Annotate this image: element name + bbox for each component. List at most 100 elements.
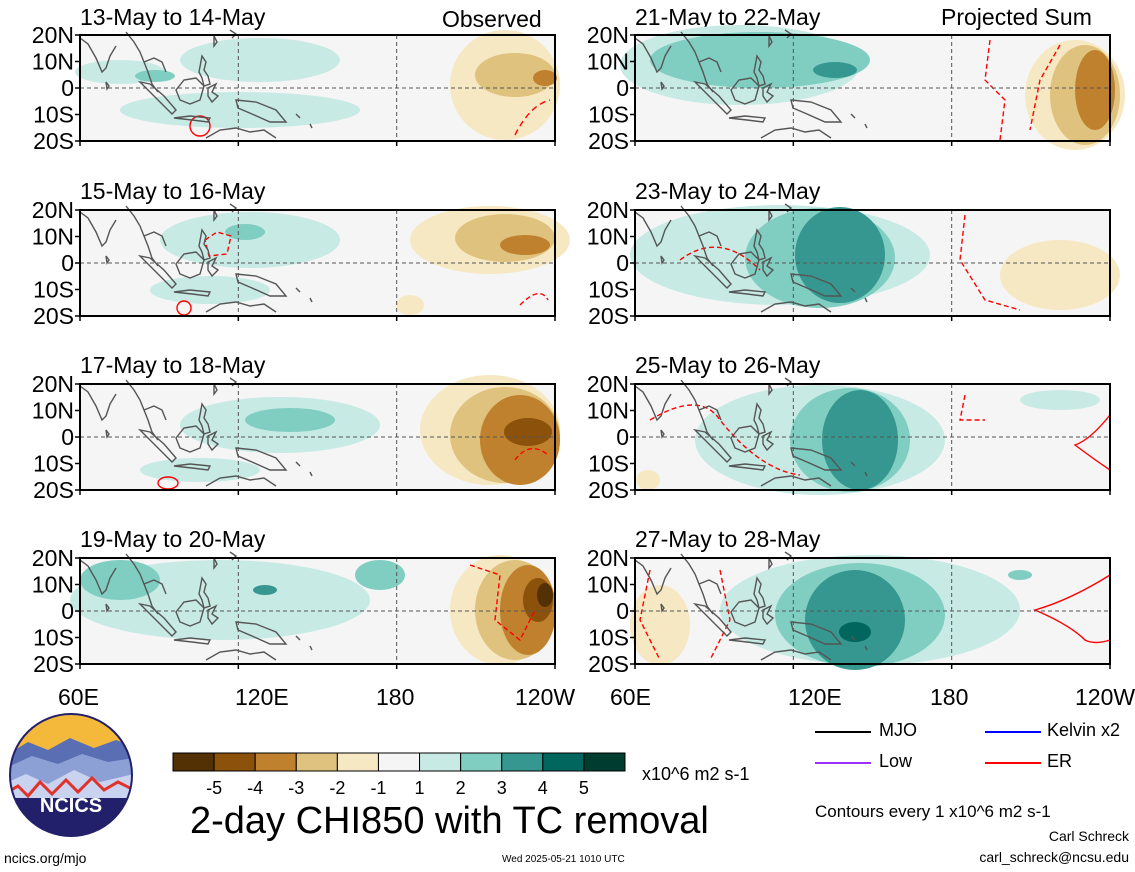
x-axis: 60E 120E 180 120W 60E 120E 180 120W	[0, 684, 1135, 714]
author-name: Carl Schreck	[1048, 828, 1129, 844]
colorbar-units: x10^6 m2 s-1	[642, 764, 750, 784]
colorbar-swatch	[336, 752, 379, 772]
y-tick-label: 20N	[587, 545, 629, 571]
colorbar-tick-label: 5	[579, 778, 589, 796]
y-tick-label: 0	[616, 598, 629, 624]
y-tick-label: 20S	[33, 651, 74, 677]
y-tick-label: 0	[61, 250, 74, 276]
legend-line-kelvin	[985, 731, 1041, 733]
panel-title: 19-May to 20-May	[80, 526, 266, 552]
map-panel	[630, 203, 1120, 316]
x-tick-label: 60E	[58, 684, 99, 710]
y-tick-label: 0	[616, 424, 629, 450]
y-tick-label: 0	[61, 75, 74, 101]
ncics-logo: NCICS	[9, 713, 133, 837]
panel-title: 23-May to 24-May	[635, 178, 821, 204]
panel-title: 13-May to 14-May	[80, 4, 266, 30]
y-tick-label: 20N	[32, 197, 74, 223]
map-panel	[634, 377, 1111, 495]
y-tick-label: 20S	[588, 303, 629, 329]
y-tick-label: 10N	[587, 572, 629, 598]
y-tick-label: 0	[616, 75, 629, 101]
site-url: ncics.org/mjo	[4, 850, 87, 866]
panel-title: 27-May to 28-May	[635, 526, 821, 552]
colorbar-swatch	[254, 752, 297, 772]
colorbar-swatch	[213, 752, 256, 772]
colorbar-swatch	[460, 752, 503, 772]
legend-label: MJO	[879, 720, 917, 740]
x-tick-label: 180	[376, 684, 415, 710]
y-tick-label: 20N	[587, 371, 629, 397]
contour-note: Contours every 1 x10^6 m2 s-1	[815, 802, 1051, 821]
observed-label: Observed	[442, 6, 542, 32]
y-tick-label: 20N	[587, 197, 629, 223]
colorbar-swatch	[377, 752, 421, 772]
x-tick-label: 120W	[1075, 684, 1135, 710]
colorbar-tick-label: 2	[456, 778, 466, 796]
colorbar-tick-label: -3	[288, 778, 304, 796]
y-tick-label: 20N	[32, 371, 74, 397]
colorbar-tick-label: -5	[206, 778, 222, 796]
y-tick-label: 20S	[33, 303, 74, 329]
y-tick-label: 0	[616, 250, 629, 276]
author-email: carl_schreck@ncsu.edu	[979, 849, 1129, 865]
legend-line-low	[815, 762, 871, 764]
y-tick-label: 10S	[588, 451, 629, 477]
y-tick-label: 10S	[588, 277, 629, 303]
y-tick-label: 20S	[588, 651, 629, 677]
chart-title: 2-day CHI850 with TC removal	[190, 800, 709, 842]
y-tick-label: 10N	[32, 224, 74, 250]
colorbar-swatch	[419, 752, 462, 772]
logo-text: NCICS	[40, 795, 102, 817]
y-tick-label: 10S	[33, 277, 74, 303]
colorbar-swatch	[295, 752, 338, 772]
y-tick-label: 10S	[588, 102, 629, 128]
y-tick-label: 10S	[33, 102, 74, 128]
map-panel	[79, 375, 560, 490]
colorbar-tick-label: 1	[415, 778, 425, 796]
map-panel	[75, 29, 560, 141]
y-tick-label: 20N	[32, 22, 74, 48]
y-tick-label: 10N	[32, 398, 74, 424]
legend-label: Low	[879, 751, 913, 771]
legend-line-mjo	[815, 731, 871, 733]
y-tick-label: 10N	[32, 49, 74, 75]
x-tick-label: 60E	[610, 684, 651, 710]
colorbar-swatch	[583, 752, 626, 772]
y-tick-label: 10N	[587, 224, 629, 250]
x-tick-label: 120E	[788, 684, 842, 710]
colorbar-tick-label: -4	[247, 778, 263, 796]
y-tick-label: 0	[61, 598, 74, 624]
x-tick-label: 120W	[515, 684, 576, 710]
colorbar-tick-label: 3	[497, 778, 507, 796]
legend-label: ER	[1047, 751, 1073, 771]
y-tick-label: 10N	[587, 398, 629, 424]
y-tick-label: 10N	[587, 49, 629, 75]
y-tick-label: 20S	[33, 128, 74, 154]
y-tick-label: 10S	[33, 625, 74, 651]
projected-label: Projected Sum	[941, 4, 1092, 30]
y-tick-label: 10S	[588, 625, 629, 651]
y-tick-label: 10N	[32, 572, 74, 598]
legend-label: Kelvin x2	[1047, 720, 1121, 740]
colorbar-tick-label: 4	[538, 778, 548, 796]
colorbar-swatch	[542, 752, 585, 772]
y-tick-label: 20N	[587, 22, 629, 48]
panel-title: 17-May to 18-May	[80, 352, 266, 378]
colorbar-tick-label: -1	[370, 778, 386, 796]
y-tick-label: 20S	[33, 477, 74, 503]
timestamp: Wed 2025-05-21 1010 UTC	[502, 854, 625, 865]
colorbar-swatch	[501, 752, 544, 772]
y-tick-label: 0	[61, 424, 74, 450]
map-panel	[79, 203, 570, 316]
contour-legend: MJO Kelvin x2 Low ER	[815, 720, 1135, 780]
y-tick-label: 20N	[32, 545, 74, 571]
colorbar: -5 -4 -3 -2 -1 1 2 3 4 5	[172, 752, 626, 796]
panel-title: 25-May to 26-May	[635, 352, 821, 378]
colorbar-swatch	[172, 752, 215, 772]
legend-line-er	[985, 762, 1041, 764]
y-tick-label: 20S	[588, 477, 629, 503]
x-tick-label: 120E	[235, 684, 289, 710]
panel-title: 15-May to 16-May	[80, 178, 266, 204]
colorbar-tick-label: -2	[329, 778, 345, 796]
